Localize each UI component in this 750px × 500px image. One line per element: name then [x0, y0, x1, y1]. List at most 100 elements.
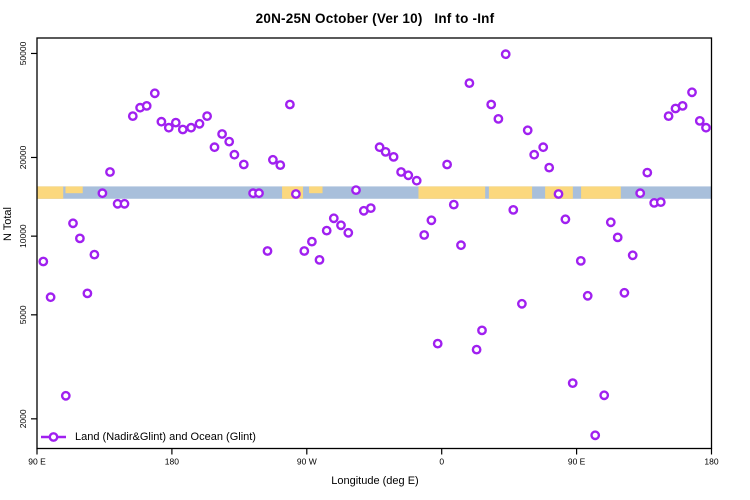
- data-point: [442, 159, 452, 170]
- data-point: [38, 256, 49, 267]
- data-point: [105, 167, 115, 177]
- data-point: [544, 162, 555, 173]
- data-point: [522, 125, 533, 136]
- data-point: [202, 111, 213, 122]
- data-point: [642, 167, 653, 178]
- x-tick-label: 180: [165, 457, 179, 467]
- data-point: [456, 240, 466, 251]
- data-point: [163, 122, 174, 133]
- data-point: [75, 233, 85, 244]
- legend: Land (Nadir&Glint) and Ocean (Glint): [40, 429, 256, 444]
- data-point: [374, 142, 385, 153]
- map-strip-land-segment: [418, 186, 486, 199]
- data-point: [493, 114, 504, 124]
- map-strip-land-segment: [488, 186, 533, 199]
- y-tick-label: 2000: [18, 409, 28, 428]
- data-point: [590, 430, 601, 441]
- data-point: [477, 325, 487, 336]
- data-point: [170, 117, 181, 128]
- map-strip-land-segment: [37, 186, 64, 199]
- x-tick-label: 90 W: [297, 457, 317, 467]
- map-strip-land-segment: [581, 186, 621, 199]
- data-point: [217, 129, 228, 139]
- data-point: [194, 118, 205, 129]
- chart-title: 20N-25N October (Ver 10) Inf to -Inf: [255, 11, 495, 26]
- data-point: [508, 204, 519, 215]
- data-point: [156, 116, 167, 127]
- x-tick-label: 0: [439, 457, 444, 467]
- data-point: [582, 290, 593, 301]
- data-point: [687, 87, 697, 98]
- data-point: [538, 142, 549, 153]
- data-point: [209, 142, 220, 153]
- data-point: [97, 188, 108, 199]
- data-point: [254, 188, 264, 199]
- x-axis-label: Longitude (deg E): [331, 475, 419, 487]
- data-point: [471, 344, 482, 355]
- data-point: [380, 146, 391, 157]
- data-point: [567, 378, 578, 388]
- data-point: [299, 246, 310, 256]
- data-point: [627, 250, 638, 261]
- data-point: [267, 154, 278, 165]
- data-point: [553, 189, 564, 199]
- data-point: [560, 214, 571, 225]
- data-point: [500, 49, 511, 60]
- data-point: [351, 185, 361, 196]
- data-point: [599, 390, 610, 401]
- data-point: [119, 198, 130, 209]
- x-tick-label: 90 E: [28, 457, 46, 467]
- data-point: [419, 230, 430, 240]
- x-tick-label: 90 E: [568, 457, 586, 467]
- data-point: [575, 255, 586, 266]
- data-point: [68, 218, 78, 229]
- data-point: [677, 101, 688, 111]
- data-point: [605, 217, 616, 228]
- map-strip-land-segment: [309, 186, 323, 194]
- data-point: [365, 203, 376, 214]
- data-point: [314, 254, 325, 265]
- y-tick-label: 5000: [18, 305, 28, 324]
- legend-label: Land (Nadir&Glint) and Ocean (Glint): [75, 430, 256, 443]
- plot-frame: [36, 37, 713, 450]
- data-point: [517, 298, 527, 309]
- data-point: [701, 122, 711, 133]
- data-point: [448, 199, 459, 210]
- x-tick-label: 180: [704, 457, 718, 467]
- data-point: [694, 116, 705, 126]
- y-tick-label: 50000: [18, 41, 28, 65]
- data-point: [186, 122, 197, 133]
- data-point: [426, 215, 437, 226]
- data-point: [432, 338, 443, 349]
- data-point: [343, 227, 354, 238]
- data-point: [224, 136, 235, 147]
- data-point: [663, 111, 674, 122]
- map-strip-land-segment: [65, 186, 83, 194]
- y-tick-label: 20000: [18, 145, 28, 169]
- data-point: [328, 213, 339, 224]
- data-point: [284, 99, 295, 110]
- data-point: [127, 111, 138, 122]
- data-point: [336, 220, 346, 231]
- data-point: [321, 225, 332, 236]
- data-point: [411, 175, 422, 186]
- data-point: [290, 189, 301, 199]
- data-point: [275, 160, 286, 171]
- data-point: [149, 88, 160, 99]
- data-point: [141, 101, 152, 111]
- data-point: [82, 288, 93, 299]
- data-point: [60, 390, 71, 401]
- data-point: [238, 159, 249, 170]
- data-point: [529, 149, 540, 160]
- legend-marker-icon: [41, 431, 66, 442]
- data-point: [45, 292, 56, 303]
- data-point: [619, 287, 630, 298]
- data-point: [177, 124, 188, 135]
- data-point: [388, 151, 399, 162]
- data-point: [655, 197, 666, 208]
- data-point: [306, 236, 317, 247]
- data-point: [403, 170, 414, 181]
- map-strip-ocean: [37, 186, 712, 199]
- y-tick-label: 10000: [18, 224, 28, 248]
